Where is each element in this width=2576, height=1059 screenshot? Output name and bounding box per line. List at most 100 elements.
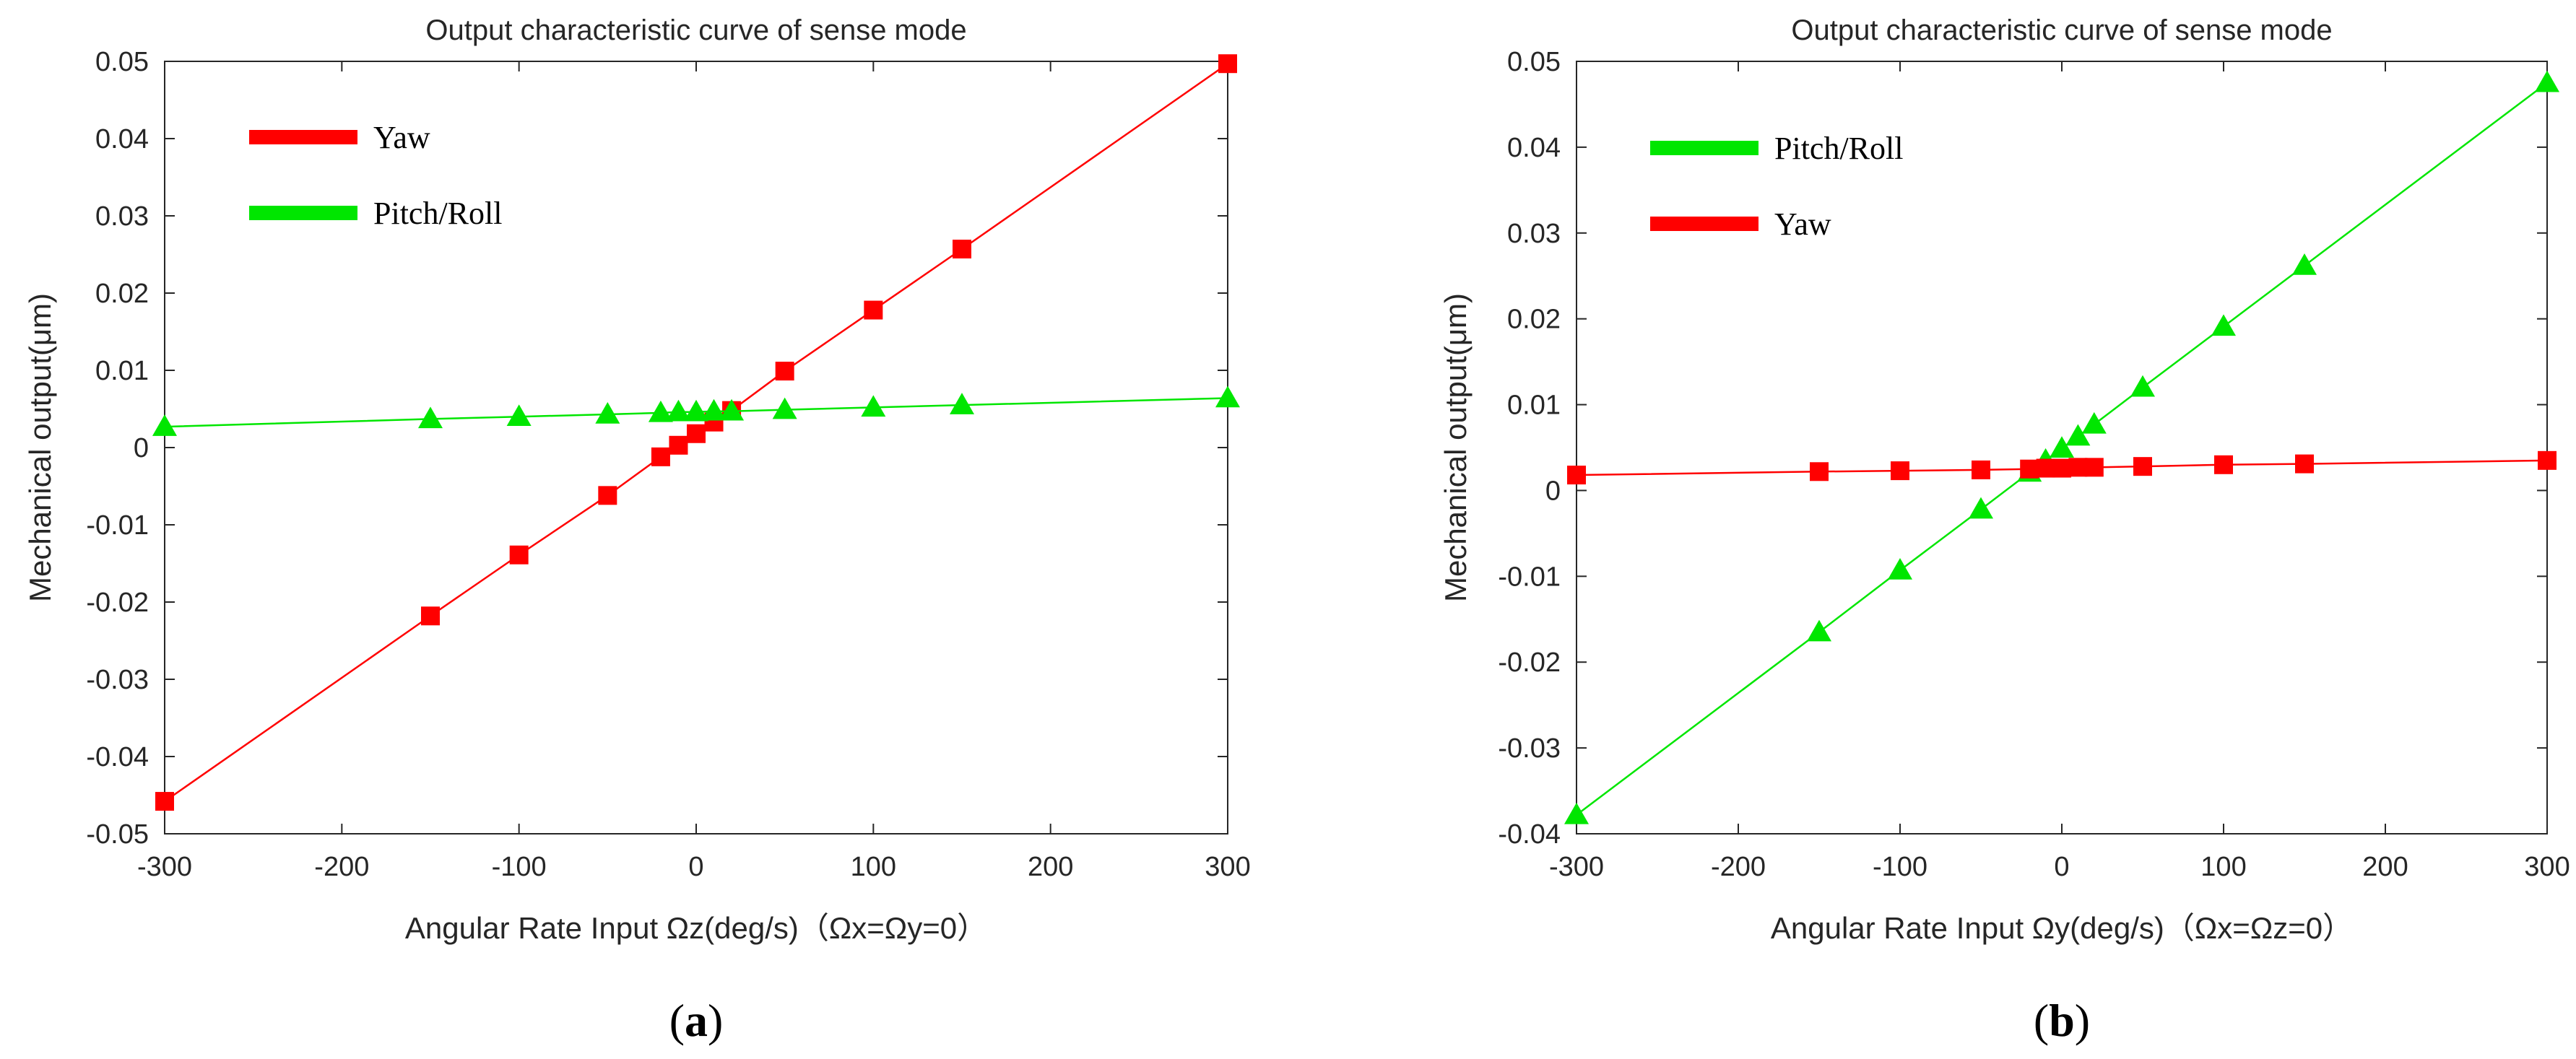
y-tick-label: 0.05 — [95, 47, 149, 77]
sub-label-open: ( — [669, 995, 685, 1046]
y-tick-label: -0.02 — [1498, 648, 1561, 678]
x-axis-label: Angular Rate Input Ωy(deg/s)（Ωx=Ωz=0） — [1771, 911, 2353, 945]
y-tick-label: 0.02 — [95, 279, 149, 309]
data-point — [1807, 619, 1831, 642]
legend-entry: Pitch/Roll — [1650, 131, 1903, 166]
x-tick-label: -100 — [1873, 852, 1927, 882]
legend-swatch — [249, 206, 357, 220]
chart-panel-b: Output characteristic curve of sense mod… — [1439, 14, 2570, 1046]
legend-entry: Yaw — [1650, 206, 1831, 242]
data-point — [2084, 458, 2104, 477]
y-tick-label: -0.01 — [1498, 562, 1561, 592]
legend-label: Pitch/Roll — [373, 196, 502, 231]
y-tick-label: -0.03 — [86, 665, 149, 695]
legend-entry: Pitch/Roll — [249, 196, 502, 231]
data-point — [2081, 411, 2107, 434]
data-point — [152, 414, 177, 436]
y-tick-label: 0.04 — [1507, 133, 1561, 163]
x-tick-label: -300 — [1549, 852, 1604, 882]
data-point — [1969, 497, 1993, 519]
x-tick-label: 300 — [1205, 852, 1250, 882]
y-tick-label: 0.01 — [95, 356, 149, 386]
data-point — [595, 401, 620, 424]
sub-label-close: ) — [2075, 995, 2090, 1046]
y-tick-label: 0.05 — [1507, 47, 1561, 77]
data-point — [1215, 385, 1240, 408]
legend-swatch — [249, 130, 357, 144]
series-yaw — [1567, 450, 2557, 485]
x-tick-label: -200 — [1711, 852, 1766, 882]
data-point — [701, 398, 727, 421]
y-tick-label: 0.04 — [95, 124, 149, 154]
series-pitch-roll — [152, 385, 1240, 436]
data-point — [861, 395, 886, 417]
x-tick-label: 300 — [2524, 852, 2570, 882]
data-point — [666, 399, 691, 422]
y-tick-label: -0.03 — [1498, 733, 1561, 764]
data-point — [2295, 454, 2314, 474]
data-point — [1888, 558, 1912, 580]
data-point — [669, 435, 688, 455]
y-tick-label: 0.01 — [1507, 391, 1561, 421]
data-point — [2050, 436, 2074, 458]
y-tick-label: -0.02 — [86, 588, 149, 618]
data-point — [687, 424, 706, 443]
chart-panel-a: Output characteristic curve of sense mod… — [23, 14, 1251, 1046]
y-tick-label: 0 — [1545, 476, 1561, 506]
data-point — [864, 300, 883, 320]
x-tick-label: 0 — [2054, 852, 2069, 882]
data-point — [2052, 458, 2071, 478]
data-point — [421, 606, 440, 626]
data-point — [648, 400, 673, 422]
data-point — [772, 397, 797, 419]
data-point — [1972, 460, 1990, 479]
data-point — [2211, 314, 2236, 336]
x-tick-label: -200 — [314, 852, 369, 882]
y-tick-label: 0.03 — [95, 201, 149, 232]
data-point — [509, 545, 529, 565]
y-tick-label: 0.02 — [1507, 305, 1561, 335]
y-tick-label: 0.03 — [1507, 219, 1561, 249]
y-axis-label: Mechanical output(μm) — [1439, 293, 1473, 602]
x-tick-label: 100 — [2200, 852, 2246, 882]
data-point — [775, 362, 794, 381]
data-point — [1891, 461, 1909, 481]
data-point — [2036, 458, 2055, 478]
y-tick-label: -0.04 — [86, 742, 149, 772]
x-tick-label: -300 — [137, 852, 192, 882]
data-point — [2292, 253, 2317, 275]
legend-label: Yaw — [1774, 206, 1831, 242]
x-tick-label: 200 — [2362, 852, 2408, 882]
sub-label-close: ) — [708, 995, 723, 1046]
data-point — [418, 406, 443, 429]
y-tick-label: -0.01 — [86, 510, 149, 541]
plot-frame — [164, 61, 1228, 834]
data-point — [2133, 457, 2152, 476]
legend-swatch — [1650, 141, 1758, 155]
panel-sub-label: (b) — [2034, 995, 2090, 1046]
x-tick-label: 100 — [851, 852, 896, 882]
data-point — [953, 240, 971, 259]
x-axis-label: Angular Rate Input Ωz(deg/s)（Ωx=Ωy=0） — [405, 911, 987, 945]
data-point — [950, 393, 974, 414]
data-point — [2068, 458, 2088, 477]
data-point — [1218, 54, 1237, 74]
data-point — [1564, 802, 1589, 824]
data-point — [2214, 455, 2233, 474]
legend-swatch — [1650, 217, 1758, 231]
sub-label-open: ( — [2034, 995, 2049, 1046]
legend-entry: Yaw — [249, 120, 430, 155]
data-point — [2065, 424, 2091, 446]
data-point — [598, 486, 617, 505]
data-point — [2538, 450, 2557, 470]
data-point — [1810, 462, 1829, 481]
data-point — [506, 404, 532, 426]
data-point — [1567, 466, 1586, 485]
y-tick-label: -0.05 — [86, 819, 149, 850]
data-point — [155, 792, 174, 811]
y-tick-label: -0.04 — [1498, 819, 1561, 850]
data-point — [651, 447, 670, 466]
data-point — [2130, 375, 2155, 397]
legend-label: Yaw — [373, 120, 430, 155]
